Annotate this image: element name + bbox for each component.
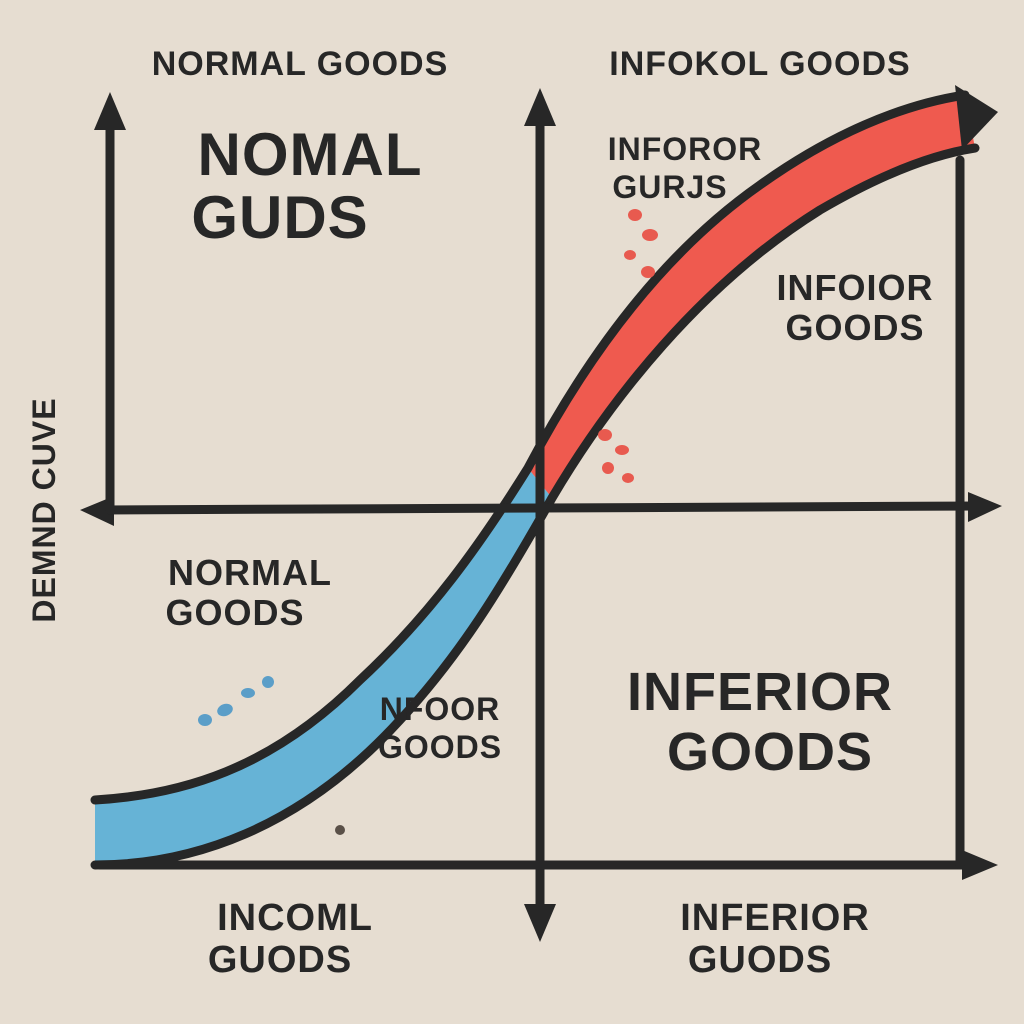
right-mid-1: INFOIOR (777, 267, 934, 308)
bottom-left-1: INCOML (217, 897, 373, 939)
center-small-1: NFOOR (380, 691, 501, 727)
right-mid-2: GOODS (785, 307, 924, 348)
yaxis-label: DEMND CUVE (26, 397, 62, 622)
top-right-small-1: INFOROR (608, 131, 763, 167)
big-top-left-1: NOMAL (198, 121, 423, 188)
left-mid-1: NORMAL (168, 552, 332, 593)
header-right: INFOKOL GOODS (609, 45, 910, 83)
economics-diagram: NORMAL GOODS INFOKOL GOODS NOMAL GUDS IN… (0, 0, 1024, 1024)
header-left: NORMAL GOODS (152, 45, 449, 83)
big-bottom-right-2: GOODS (667, 722, 873, 782)
center-small-2: GOODS (378, 729, 502, 765)
bottom-right-1: INFERIOR (680, 897, 870, 939)
big-bottom-right-1: INFERIOR (627, 662, 893, 722)
bottom-left-2: GUODS (208, 939, 352, 981)
stray-dot (335, 825, 345, 835)
top-right-small-2: GURJS (612, 169, 727, 205)
big-top-left-2: GUDS (191, 184, 368, 251)
bottom-right-2: GUODS (688, 939, 832, 981)
left-mid-2: GOODS (165, 592, 304, 633)
